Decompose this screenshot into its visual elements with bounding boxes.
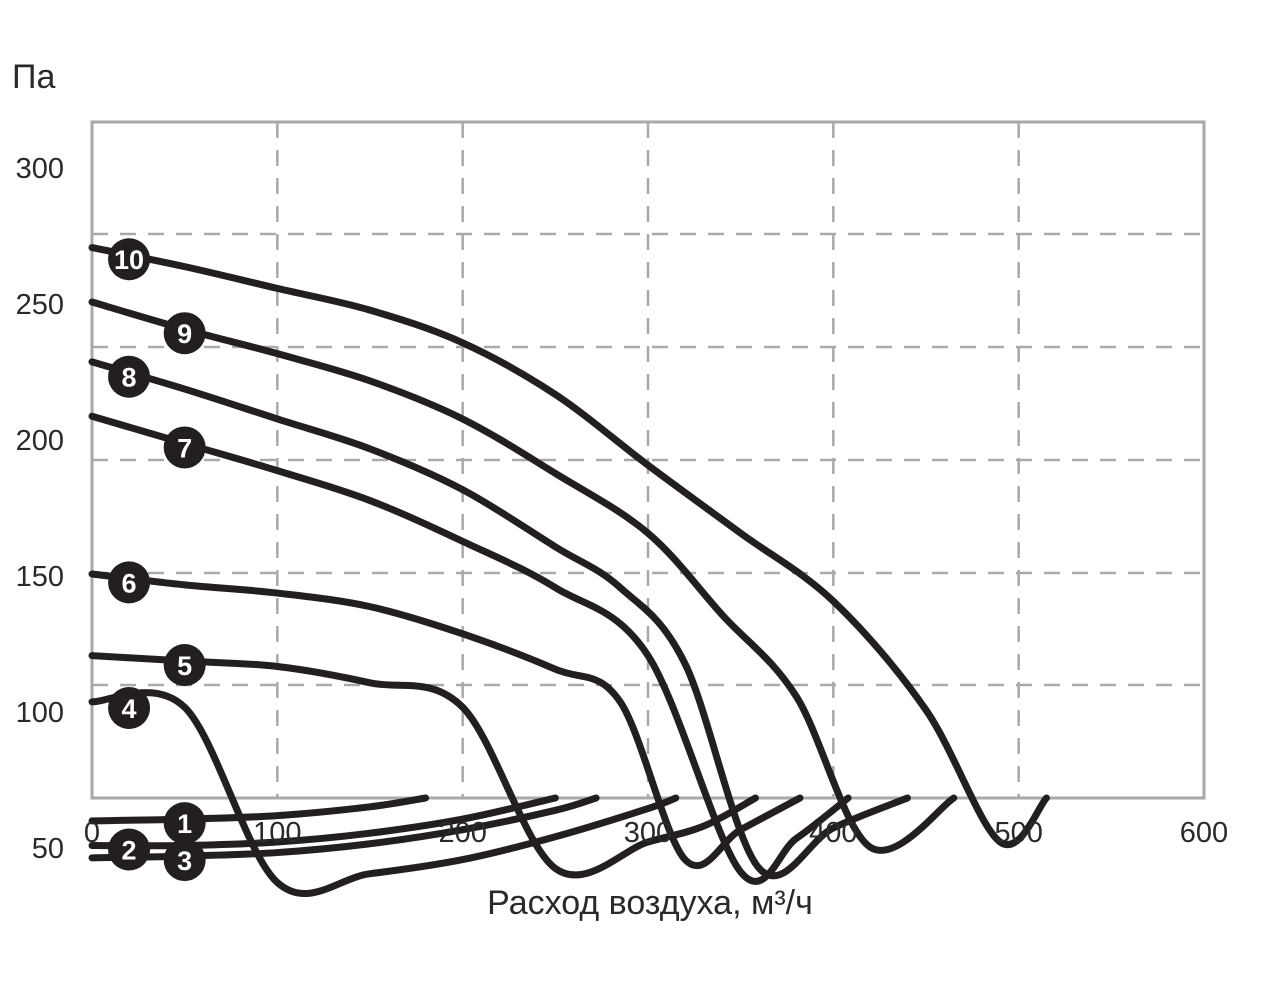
y-tick-label: 50 [32, 833, 64, 865]
series-badge-8 [108, 355, 151, 398]
series-curve-10 [88, 244, 1050, 848]
series-badge-label: 10 [114, 245, 144, 275]
x-tick-label: 400 [809, 817, 857, 849]
x-axis-label: Расход воздуха, м³/ч [487, 884, 813, 922]
series-badge-label: 6 [122, 568, 137, 598]
series-badge-10 [108, 238, 151, 281]
y-tick-label: 150 [16, 561, 64, 593]
x-tick-label: 500 [994, 817, 1042, 849]
y-axis-label: Па [12, 58, 55, 96]
series-curve-9 [88, 298, 958, 854]
x-tick-label: 200 [438, 817, 486, 849]
series-badge-label: 3 [177, 846, 192, 876]
series-badge-label: 9 [177, 319, 192, 349]
series-badge-3 [163, 839, 206, 882]
y-axis-ticks: 50 100 150 200 250 300 [16, 153, 64, 865]
series-badge-5 [163, 644, 206, 687]
series-curve-4 [88, 689, 680, 897]
series-badge-label: 4 [122, 694, 137, 724]
y-tick-label: 300 [16, 153, 64, 185]
plot-frame [90, 120, 1206, 800]
series-badges: 1 2 3 4 5 6 7 8 9 10 [108, 238, 206, 882]
x-tick-label: 100 [253, 817, 301, 849]
series-badge-label: 8 [122, 363, 137, 393]
series-curve-8 [88, 358, 911, 880]
x-tick-label: 300 [624, 817, 672, 849]
series-badge-1 [163, 802, 206, 845]
series-badge-4 [108, 687, 151, 730]
series-curve-6 [88, 570, 804, 870]
series-badge-7 [163, 426, 206, 469]
series-badge-label: 1 [177, 809, 192, 839]
y-tick-label: 200 [16, 425, 64, 457]
x-tick-label: 600 [1180, 817, 1228, 849]
series-curve-1 [88, 794, 430, 825]
x-tick-label: 0 [84, 817, 100, 849]
grid-lines [92, 122, 1204, 798]
y-tick-label: 250 [16, 289, 64, 321]
x-axis-ticks: 0 100 200 300 400 500 600 [84, 817, 1228, 849]
series-badge-label: 7 [177, 433, 192, 463]
series-badge-label: 2 [122, 836, 137, 866]
series-badge-9 [163, 312, 206, 355]
series-badge-2 [108, 828, 151, 871]
series-badge-label: 5 [177, 651, 192, 681]
series-badge-6 [108, 561, 151, 604]
series-curve-7 [88, 412, 852, 885]
y-tick-label: 100 [16, 697, 64, 729]
